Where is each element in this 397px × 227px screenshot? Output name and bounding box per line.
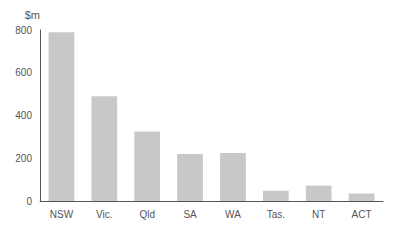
svg-text:NSW: NSW — [50, 209, 74, 220]
svg-text:$m: $m — [25, 9, 40, 21]
svg-text:400: 400 — [15, 110, 32, 121]
svg-text:600: 600 — [15, 67, 32, 78]
svg-text:200: 200 — [15, 153, 32, 164]
svg-text:Qld: Qld — [139, 209, 155, 220]
svg-text:NT: NT — [312, 209, 325, 220]
svg-text:800: 800 — [15, 25, 32, 36]
svg-text:ACT: ACT — [352, 209, 372, 220]
svg-text:0: 0 — [26, 196, 32, 207]
svg-text:Vic.: Vic. — [96, 209, 113, 220]
svg-text:SA: SA — [183, 209, 197, 220]
svg-text:Tas.: Tas. — [267, 209, 285, 220]
svg-text:WA: WA — [225, 209, 241, 220]
